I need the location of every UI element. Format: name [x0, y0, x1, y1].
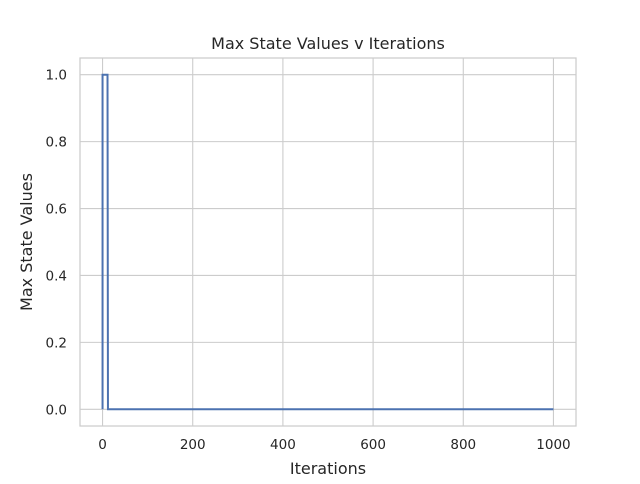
x-tick-label: 1000	[536, 437, 570, 453]
y-tick-label: 0.0	[46, 402, 67, 418]
y-tick-label: 0.4	[46, 268, 67, 284]
chart-title: Max State Values v Iterations	[211, 34, 445, 53]
y-tick-label: 0.2	[46, 335, 67, 351]
x-tick-labels: 0 200 400 600 800 1000	[98, 437, 570, 453]
plot-frame	[79, 57, 577, 427]
series-line	[101, 73, 554, 411]
series-layer	[101, 73, 554, 411]
y-tick-label: 0.8	[46, 135, 67, 151]
y-tick-labels: 0.0 0.2 0.4 0.6 0.8 1.0	[46, 68, 67, 419]
x-tick-label: 600	[360, 437, 386, 453]
x-tick-label: 400	[270, 437, 296, 453]
y-tick-label: 1.0	[46, 68, 67, 84]
y-axis-label: Max State Values	[17, 173, 36, 311]
y-tick-label: 0.6	[46, 202, 67, 218]
x-tick-label: 0	[98, 437, 107, 453]
x-axis-label: Iterations	[290, 459, 366, 478]
x-tick-label: 800	[450, 437, 476, 453]
x-tick-label: 200	[180, 437, 206, 453]
